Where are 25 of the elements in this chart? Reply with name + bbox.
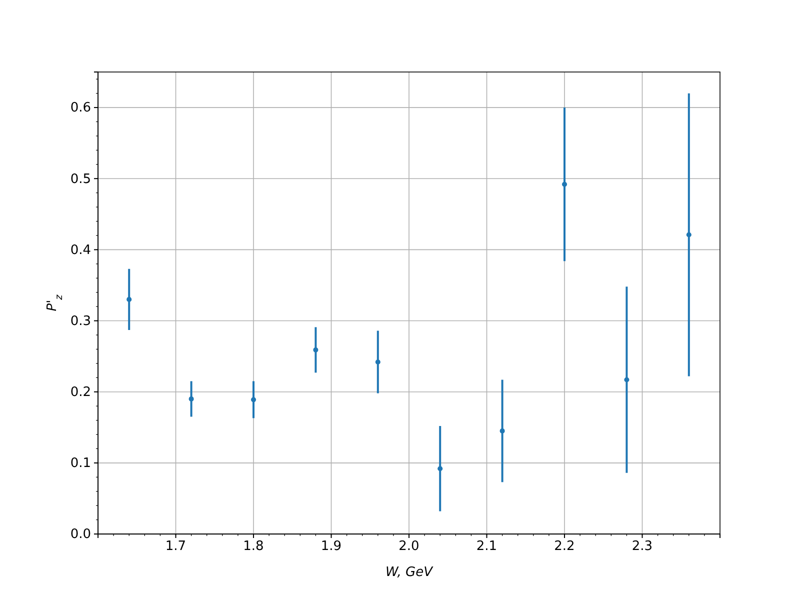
x-axis-title: W, GeV bbox=[385, 565, 434, 580]
point bbox=[624, 377, 630, 382]
point bbox=[375, 359, 380, 365]
x-tick-label: 1.9 bbox=[320, 539, 342, 554]
point bbox=[686, 232, 692, 238]
point bbox=[250, 397, 256, 402]
x-tick-label: 2.1 bbox=[476, 539, 498, 554]
y-tick-label: 0.0 bbox=[70, 527, 91, 542]
x-tick-label: 2.2 bbox=[554, 539, 575, 554]
y-tick-label: 0.2 bbox=[70, 385, 91, 400]
point bbox=[500, 428, 505, 434]
y-tick-label: 0.1 bbox=[70, 456, 91, 472]
x-tick-label: 2.3 bbox=[632, 539, 653, 554]
y-tick-label: 0.3 bbox=[70, 314, 91, 329]
point bbox=[438, 466, 443, 472]
y-tick-label: 0.4 bbox=[70, 242, 91, 258]
y-tick-label: 0.6 bbox=[70, 100, 91, 116]
point bbox=[126, 296, 132, 302]
x-tick-label: 1.8 bbox=[243, 539, 264, 554]
x-tick-label: 2.0 bbox=[398, 539, 420, 554]
point bbox=[313, 347, 318, 352]
y-tick-label: 0.5 bbox=[70, 172, 91, 187]
point bbox=[562, 182, 568, 187]
point bbox=[188, 396, 194, 402]
x-tick-label: 1.7 bbox=[165, 539, 186, 554]
